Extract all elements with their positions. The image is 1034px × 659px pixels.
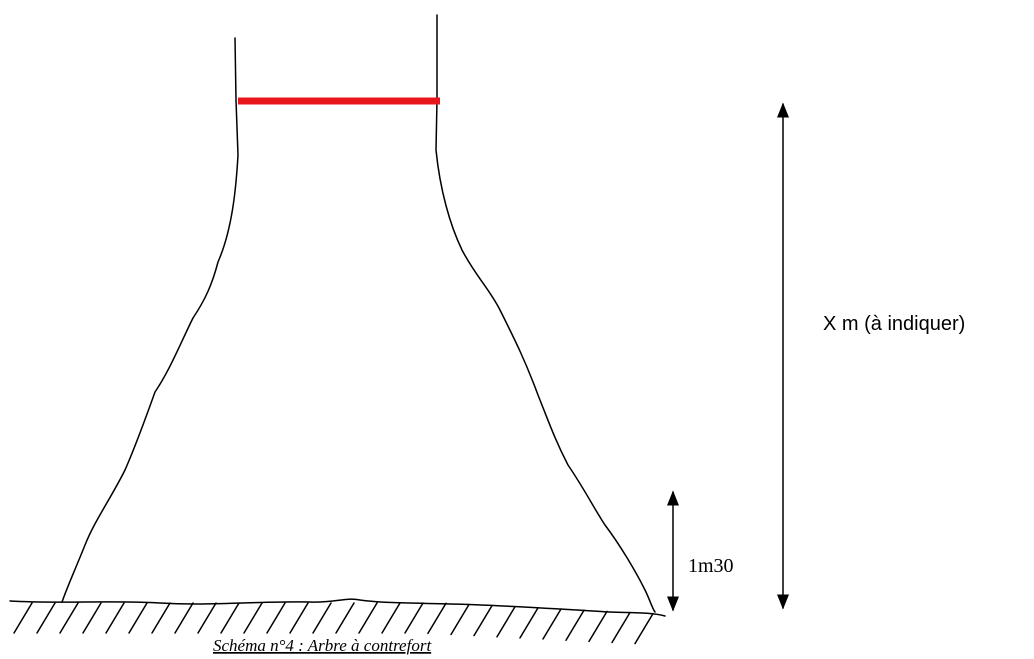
base-label: 1m30 <box>688 555 734 577</box>
caption: Schéma n°4 : Arbre à contrefort <box>213 636 432 655</box>
ground-hatching <box>13 602 654 645</box>
ground-line <box>9 598 666 617</box>
trunk-right <box>435 14 656 613</box>
trunk-left <box>61 37 239 603</box>
height-label: X m (à indiquer) <box>823 313 965 335</box>
